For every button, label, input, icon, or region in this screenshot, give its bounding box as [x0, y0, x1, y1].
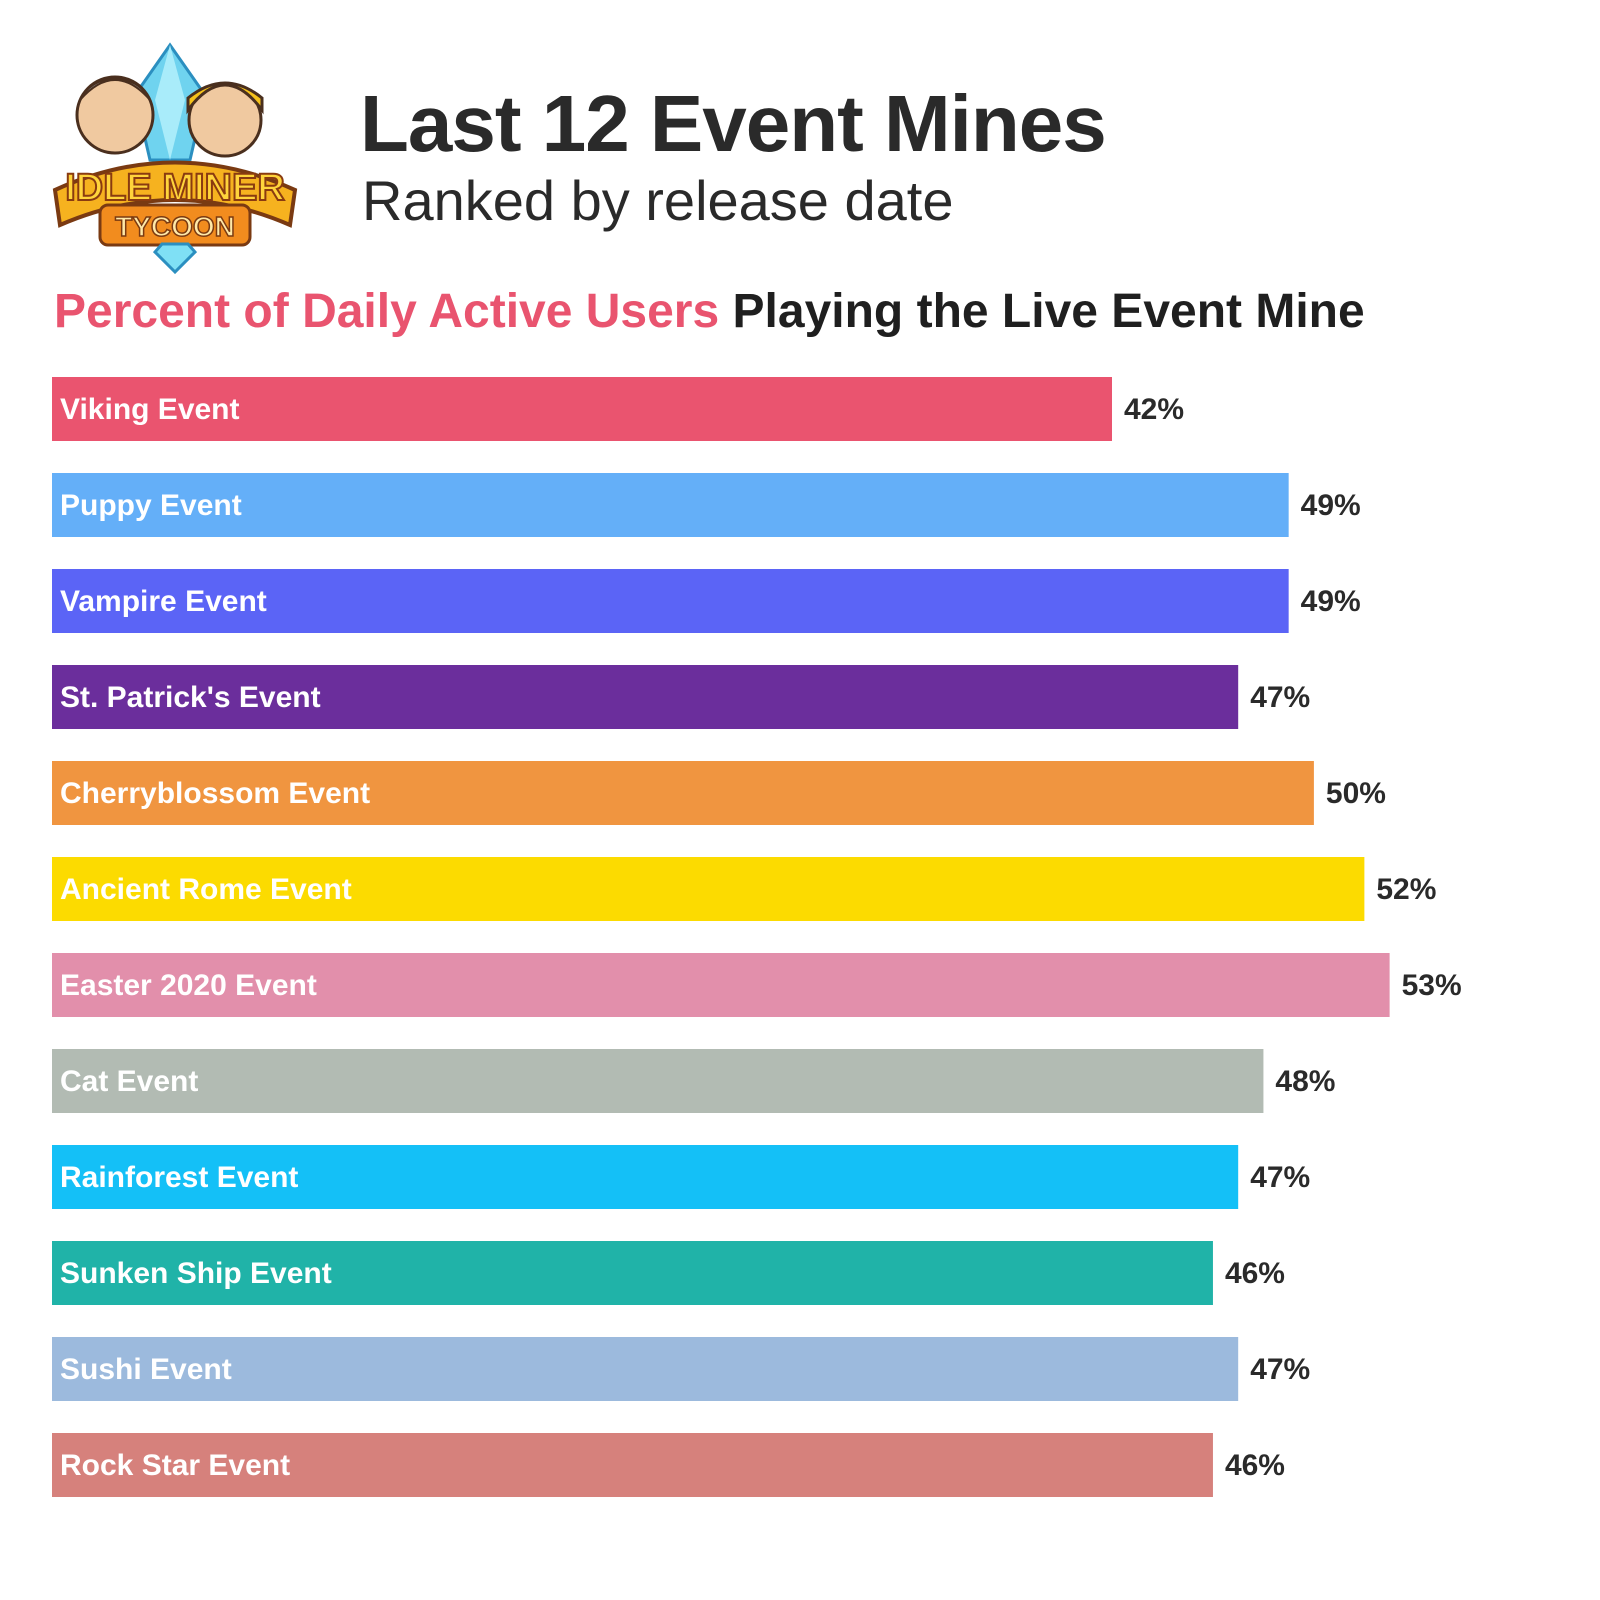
bar-value-label: 42%	[1124, 393, 1184, 426]
page-subtitle: Ranked by release date	[362, 169, 954, 232]
bar-category-label: Easter 2020 Event	[60, 969, 317, 1002]
bar-category-label: Sunken Ship Event	[60, 1257, 332, 1290]
chart-heading-rest: Playing the Live Event Mine	[732, 285, 1365, 338]
bar-category-label: Cat Event	[60, 1065, 198, 1098]
bar-value-label: 47%	[1250, 1353, 1310, 1386]
bar-category-label: Vampire Event	[60, 585, 267, 618]
bar-10	[52, 1337, 1239, 1401]
bar-value-label: 47%	[1250, 1161, 1310, 1194]
bar-3	[52, 665, 1239, 729]
bar-category-label: Sushi Event	[60, 1353, 232, 1386]
bar-category-label: Rainforest Event	[60, 1161, 298, 1194]
bar-value-label: 50%	[1326, 777, 1386, 810]
bar-4	[52, 761, 1314, 825]
bar-value-label: 46%	[1225, 1449, 1285, 1482]
bar-1	[52, 473, 1289, 537]
bar-6	[52, 953, 1390, 1017]
logo-text-idle-miner: IDLE MINER	[65, 167, 285, 209]
bar-value-label: 47%	[1250, 681, 1310, 714]
bar-9	[52, 1241, 1213, 1305]
bar-category-label: Ancient Rome Event	[60, 873, 352, 906]
bar-5	[52, 857, 1365, 921]
bar-category-label: Cherryblossom Event	[60, 777, 370, 810]
bar-category-label: Viking Event	[60, 393, 240, 426]
bar-7	[52, 1049, 1264, 1113]
bar-value-label: 46%	[1225, 1257, 1285, 1290]
idle-miner-tycoon-logo: IDLE MINER TYCOON	[52, 42, 298, 275]
bar-8	[52, 1145, 1239, 1209]
logo-text-tycoon: TYCOON	[115, 211, 235, 242]
bar-value-label: 49%	[1301, 489, 1361, 522]
bar-0	[52, 377, 1112, 441]
chart-heading-accent: Percent of Daily Active Users	[54, 285, 720, 338]
bar-category-label: St. Patrick's Event	[60, 681, 321, 714]
bar-2	[52, 569, 1289, 633]
bar-11	[52, 1433, 1213, 1497]
bar-value-label: 53%	[1402, 969, 1462, 1002]
chart-heading: Percent of Daily Active Users Playing th…	[54, 284, 1365, 339]
page-title: Last 12 Event Mines	[360, 79, 1107, 168]
bar-category-label: Puppy Event	[60, 489, 242, 522]
bar-value-label: 52%	[1376, 873, 1436, 906]
bar-value-label: 48%	[1275, 1065, 1335, 1098]
bar-value-label: 49%	[1301, 585, 1361, 618]
bar-category-label: Rock Star Event	[60, 1449, 290, 1482]
